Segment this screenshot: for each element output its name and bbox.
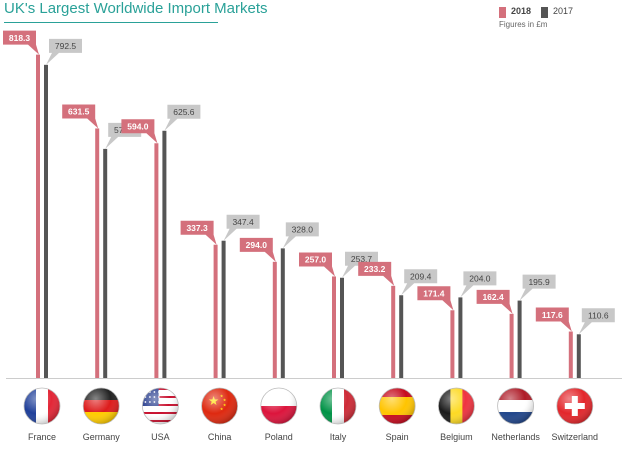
switzerland-flag-icon-ring [556,387,594,425]
legend-label-2018: 2018 [511,6,532,16]
chart-title: UK's Largest Worldwide Import Markets [4,0,268,17]
bar-2018 [332,276,336,378]
france-flag-icon-ring [23,387,61,425]
china-flag-icon-ring [201,387,239,425]
data-label-2018: 162.4 [482,292,504,302]
bar-2018 [568,331,573,378]
callout-2017 [460,271,497,298]
data-label-2018: 117.6 [542,310,563,320]
legend-units-note: Figures in £m [499,20,548,29]
data-label-2018: 257.0 [305,255,327,265]
data-label-2018: 818.3 [9,33,31,43]
category-label: Italy [330,432,347,442]
bar-2018 [450,310,455,378]
callout-2017 [223,214,260,241]
bar-2018 [272,261,277,378]
data-label-2017: 195.9 [528,277,550,287]
title-underline [4,22,218,23]
legend-swatch-2018 [499,7,506,18]
bar-2018 [36,54,40,378]
bar-2017 [340,277,344,378]
netherlands-flag-icon [497,388,534,424]
bar-2017 [103,148,108,378]
belgium-flag-icon [438,388,475,424]
callout-2018 [62,104,99,129]
germany-flag-icon-ring [82,387,120,425]
bar-2017 [44,64,48,378]
poland-flag-icon [260,388,297,424]
bar-2018 [213,244,218,378]
category-label: Germany [83,432,121,442]
legend: 2018 2017 Figures in £m [499,4,624,30]
legend-swatch-2017 [541,7,548,18]
italy-flag-icon [320,388,356,424]
data-label-2017: 204.0 [469,274,491,284]
callout-2017 [282,222,319,249]
data-label-2018: 294.0 [246,240,268,250]
bar-2017 [162,130,167,378]
callout-2018 [476,289,513,314]
germany-flag-icon [83,388,120,424]
spain-flag-icon [379,388,416,424]
bar-2017 [576,334,581,378]
legend-label-2017: 2017 [553,6,574,16]
callout-2018 [417,286,454,311]
data-label-2018: 337.3 [186,223,208,233]
callout-2017 [164,104,201,131]
category-label: China [208,432,232,442]
callout-2018 [121,119,158,144]
bar-2017 [458,297,463,378]
data-label-2017: 347.4 [232,217,254,227]
netherlands-flag-icon-ring [497,387,534,425]
category-label: Spain [386,432,409,442]
france-flag-icon [24,388,60,424]
bar-2018 [154,143,159,378]
data-label-2017: 253.7 [351,254,373,264]
belgium-flag-icon-ring [437,387,475,425]
category-label: France [28,432,56,442]
callout-2017 [46,38,82,65]
data-label-2018: 171.4 [423,289,445,299]
bar-2017 [280,248,285,378]
china-flag-icon [201,388,238,424]
data-label-2017: 625.6 [173,107,195,117]
category-label: Poland [265,432,293,442]
poland-flag-icon-ring [260,387,298,425]
callout-2017 [401,269,438,296]
callout-2018 [180,220,217,245]
callout-2018 [535,307,572,332]
bar-2018 [391,285,396,378]
data-label-2017: 792.5 [55,41,77,51]
data-label-2018: 233.2 [364,264,386,274]
data-label-2018: 594.0 [127,122,149,132]
bar-2018 [509,313,514,378]
callout-2017 [519,274,556,301]
category-label: Netherlands [491,432,540,442]
bar-2017 [517,300,522,378]
data-label-2017: 328.0 [292,225,314,235]
bar-2018 [95,128,100,378]
data-label-2018: 631.5 [68,107,90,117]
category-label: Belgium [440,432,473,442]
callout-2018 [239,237,276,262]
category-label: Switzerland [552,432,599,442]
callout-2018 [358,261,395,286]
italy-flag-icon-ring [319,387,357,425]
callout-2018 [3,30,39,55]
callout-2018 [299,252,335,277]
bar-2017 [221,240,226,378]
spain-flag-icon-ring [378,387,416,425]
bar-2017 [399,295,404,378]
data-label-2017: 209.4 [410,272,432,282]
switzerland-flag-icon [556,388,593,424]
usa-flag-icon-ring [141,387,179,425]
callout-2017 [578,308,615,335]
data-label-2017: 110.6 [588,311,609,321]
category-label: USA [151,432,170,442]
